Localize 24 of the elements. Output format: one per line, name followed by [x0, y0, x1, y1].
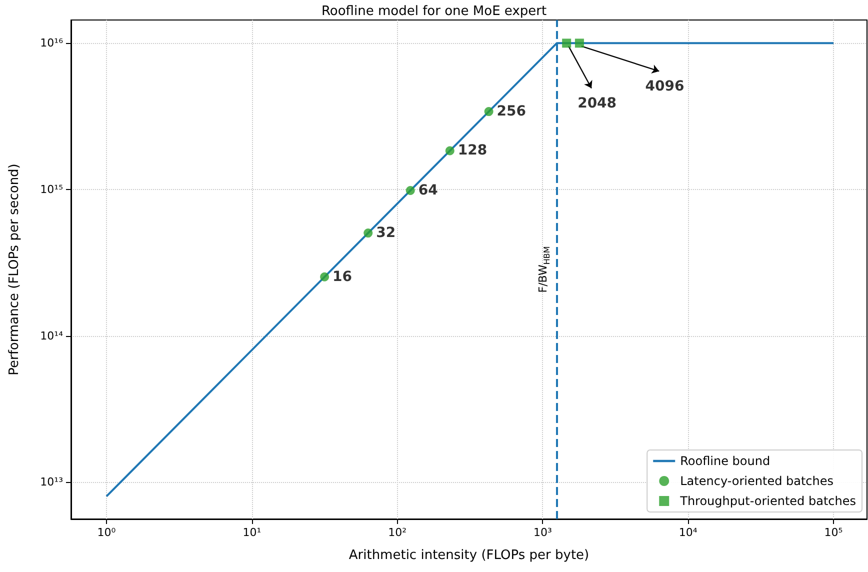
- annotation: 2048: [578, 95, 617, 112]
- y-tick-label: 10¹⁴: [40, 329, 64, 342]
- legend-label: Roofline bound: [680, 454, 770, 468]
- annotation: 4096: [645, 78, 684, 94]
- legend-label: Latency-oriented batches: [680, 474, 834, 488]
- annotation: 64: [418, 182, 438, 199]
- x-tick-label: 10⁵: [824, 526, 843, 539]
- legend-label: Throughput-oriented batches: [679, 494, 856, 508]
- annotation: 16: [332, 268, 352, 285]
- y-tick-label: 10¹³: [40, 476, 63, 489]
- x-tick-label: 10⁰: [97, 526, 116, 539]
- x-tick-label: 10³: [533, 526, 552, 539]
- annotation: 32: [376, 225, 396, 242]
- x-tick-label: 10²: [388, 526, 407, 539]
- ref-line-label: F/BWHBM: [536, 246, 552, 293]
- y-tick-label: 10¹⁶: [40, 36, 64, 50]
- chart-title: Roofline model for one MoE expert: [321, 4, 547, 19]
- annotation: 256: [496, 104, 526, 120]
- x-axis-title: Arithmetic intensity (FLOPs per byte): [348, 548, 590, 563]
- annotation: 128: [458, 142, 488, 159]
- y-axis-title: Performance (FLOPs per second): [7, 164, 22, 376]
- x-tick-label: 10¹: [242, 526, 262, 539]
- x-tick-label: 10⁴: [678, 526, 698, 539]
- y-tick-label: 10¹⁵: [40, 183, 63, 196]
